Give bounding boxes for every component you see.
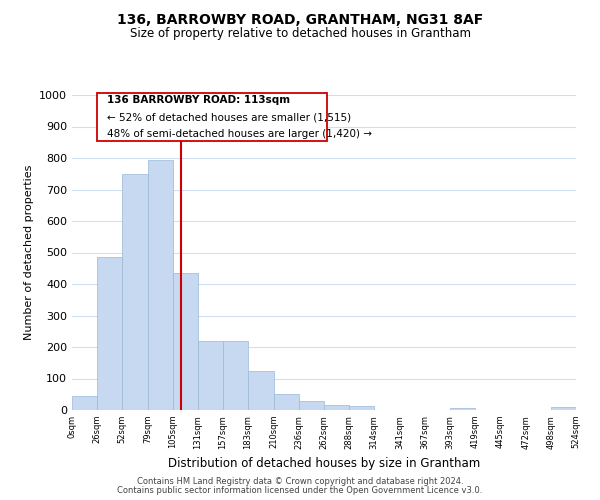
Bar: [274, 394, 299, 410]
Bar: [173, 273, 198, 410]
Bar: [551, 408, 576, 410]
Bar: [97, 257, 122, 410]
Bar: [248, 370, 274, 410]
Bar: [72, 396, 97, 410]
Bar: [223, 340, 248, 410]
Bar: [148, 160, 173, 410]
Text: Size of property relative to detached houses in Grantham: Size of property relative to detached ho…: [130, 28, 470, 40]
Bar: [349, 406, 374, 410]
Text: 136, BARROWBY ROAD, GRANTHAM, NG31 8AF: 136, BARROWBY ROAD, GRANTHAM, NG31 8AF: [117, 12, 483, 26]
Bar: [450, 408, 475, 410]
Bar: [122, 174, 148, 410]
X-axis label: Distribution of detached houses by size in Grantham: Distribution of detached houses by size …: [168, 457, 480, 470]
Text: 136 BARROWBY ROAD: 113sqm: 136 BARROWBY ROAD: 113sqm: [107, 95, 290, 105]
Text: Contains public sector information licensed under the Open Government Licence v3: Contains public sector information licen…: [118, 486, 482, 495]
Bar: [198, 340, 223, 410]
Bar: [324, 406, 349, 410]
Text: 48% of semi-detached houses are larger (1,420) →: 48% of semi-detached houses are larger (…: [107, 128, 372, 138]
Bar: [299, 401, 324, 410]
Text: ← 52% of detached houses are smaller (1,515): ← 52% of detached houses are smaller (1,…: [107, 112, 351, 122]
Bar: [97, 94, 327, 140]
Y-axis label: Number of detached properties: Number of detached properties: [23, 165, 34, 340]
Text: Contains HM Land Registry data © Crown copyright and database right 2024.: Contains HM Land Registry data © Crown c…: [137, 477, 463, 486]
